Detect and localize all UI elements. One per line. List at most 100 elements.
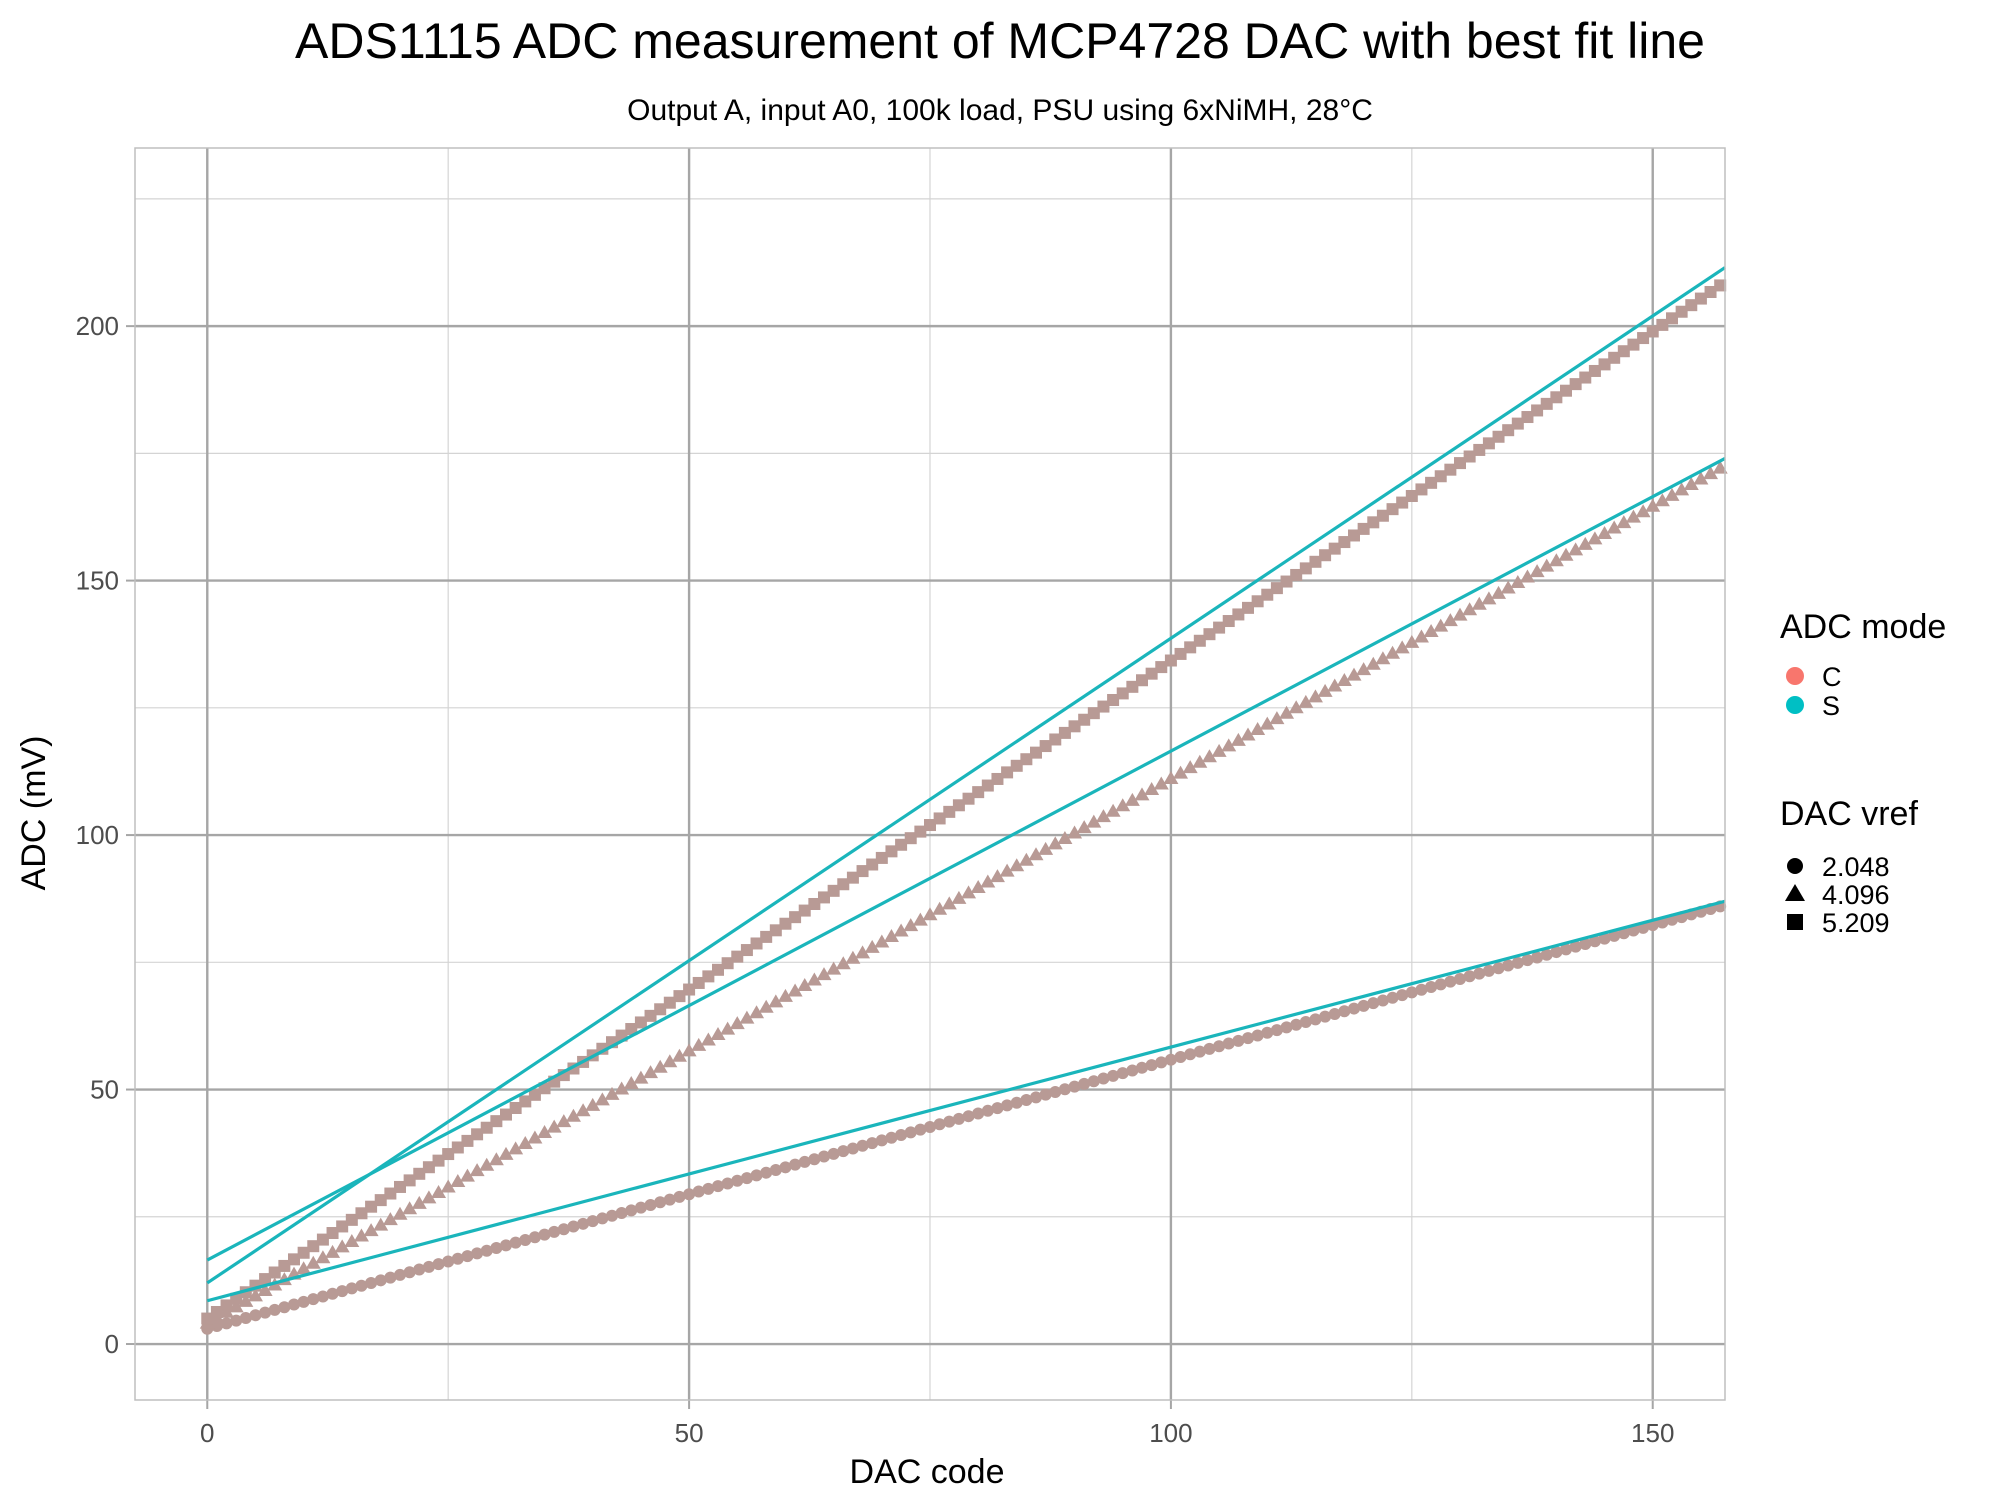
data-point [384, 1271, 397, 1284]
data-point [1473, 443, 1486, 456]
data-point [673, 1190, 686, 1203]
data-point [1502, 424, 1515, 437]
data-point [1203, 628, 1216, 641]
data-point [577, 1217, 590, 1230]
data-point [1608, 351, 1621, 364]
data-point [1001, 766, 1014, 779]
data-point [1492, 962, 1505, 975]
data-point [365, 1277, 378, 1290]
data-point [1625, 509, 1641, 523]
data-point [883, 928, 899, 942]
y-axis-title: ADC (mV) [15, 736, 53, 891]
data-point [1028, 847, 1044, 861]
legend-color: ADC mode C S [1780, 608, 1946, 721]
data-point [305, 1255, 321, 1269]
data-point [1598, 358, 1611, 371]
data-point [316, 1290, 329, 1303]
data-point [1145, 667, 1158, 680]
data-point [422, 1161, 435, 1174]
data-point [729, 1016, 745, 1030]
data-point [1405, 986, 1418, 999]
data-point [1230, 732, 1246, 746]
data-point [402, 1201, 418, 1215]
data-point [1155, 1056, 1168, 1069]
data-point [1434, 470, 1447, 483]
data-point [1597, 525, 1613, 539]
data-point [1385, 645, 1401, 659]
data-point [1020, 1094, 1033, 1107]
data-point [575, 1103, 591, 1117]
data-point [1087, 707, 1100, 720]
data-point [1001, 1099, 1014, 1112]
data-point [210, 1305, 223, 1318]
data-point [1203, 1042, 1216, 1055]
data-point [943, 1115, 956, 1128]
data-point [1569, 378, 1582, 391]
data-point [1617, 345, 1630, 358]
data-point [1452, 607, 1468, 621]
data-point [326, 1287, 339, 1300]
data-point [1396, 496, 1409, 509]
data-point [249, 1279, 262, 1292]
data-point [652, 1059, 668, 1073]
data-point [1030, 1091, 1042, 1104]
data-point [1442, 613, 1458, 627]
data-point [904, 1126, 917, 1139]
data-point [806, 972, 822, 986]
data-point [827, 1147, 840, 1160]
data-point [1068, 1080, 1081, 1093]
data-point [365, 1200, 378, 1213]
data-point [278, 1259, 291, 1272]
data-point [683, 1188, 696, 1201]
data-point [750, 1169, 763, 1182]
data-point [1569, 940, 1582, 953]
data-point [374, 1274, 387, 1287]
data-point [1675, 305, 1688, 318]
data-point [1240, 727, 1256, 741]
data-point [384, 1187, 397, 1200]
data-point [1346, 667, 1362, 681]
data-point [1376, 509, 1389, 522]
data-point [278, 1301, 291, 1314]
x-tick-label: 150 [1631, 1418, 1674, 1448]
data-point [1444, 975, 1457, 988]
data-point [1328, 542, 1341, 555]
data-point [1328, 1007, 1341, 1020]
data-point [691, 1037, 707, 1051]
data-point [1714, 279, 1727, 292]
data-point [451, 1141, 464, 1154]
fit-lines [206, 266, 1726, 1303]
data-point [1394, 640, 1410, 654]
data-point [345, 1282, 358, 1295]
data-point [307, 1240, 320, 1253]
data-point [517, 1135, 533, 1149]
fit-line [206, 266, 1726, 1285]
data-point [1097, 700, 1110, 713]
data-point [297, 1246, 310, 1259]
data-point [1213, 1040, 1226, 1053]
data-point [1481, 591, 1497, 605]
data-point [1086, 814, 1102, 828]
data-point [932, 901, 948, 915]
data-point [296, 1261, 312, 1275]
data-point [1356, 662, 1372, 676]
data-point [1606, 520, 1622, 534]
data-point [1057, 830, 1073, 844]
data-point [712, 1180, 724, 1193]
data-point [1010, 759, 1023, 772]
legend-shape: DAC vref 2.048 4.096 5.209 [1780, 795, 1918, 938]
data-point [394, 1268, 406, 1281]
data-point [528, 1231, 541, 1244]
data-point [451, 1252, 464, 1265]
data-point [1357, 999, 1370, 1012]
data-point [933, 812, 946, 825]
data-point [625, 1204, 638, 1217]
data-point [866, 858, 879, 871]
data-point [856, 865, 869, 878]
data-point [991, 1102, 1004, 1115]
data-point [1704, 285, 1717, 298]
data-point [1164, 1053, 1177, 1066]
data-point [1454, 972, 1466, 985]
data-point [845, 950, 861, 964]
data-point [1290, 1018, 1303, 1031]
